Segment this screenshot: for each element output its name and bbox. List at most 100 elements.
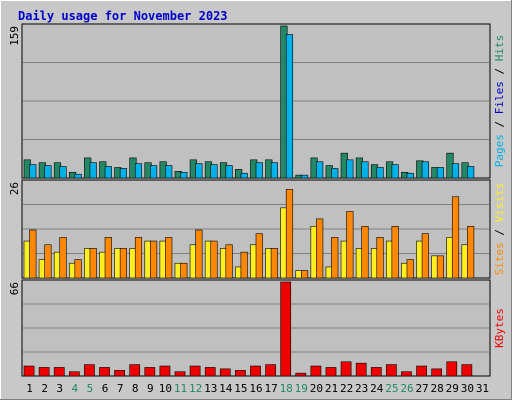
x-tick-label-3: 3 [56, 382, 63, 395]
bar-files-29 [451, 163, 460, 179]
x-tick-label-25: 25 [385, 382, 398, 395]
bar-kbytes-4 [68, 371, 80, 377]
bar-sites-3 [59, 237, 67, 279]
bar-files-12 [195, 163, 203, 179]
legend-separator: / [493, 61, 506, 81]
bar-kbytes-25 [386, 364, 397, 377]
bar-sites-19 [300, 270, 309, 279]
bar-files-11 [180, 171, 188, 179]
bar-sites-21 [331, 237, 339, 279]
bar-sites-28 [436, 255, 445, 279]
legend-sites: Sites [493, 242, 506, 275]
chart-title: Daily usage for November 2023 [18, 9, 228, 23]
x-tick-label-13: 13 [204, 382, 217, 395]
bar-files-21 [331, 168, 339, 179]
bar-kbytes-20 [310, 365, 322, 377]
bar-files-1 [29, 164, 37, 179]
bar-kbytes-1 [23, 365, 35, 377]
x-tick-label-21: 21 [325, 382, 338, 395]
bar-kbytes-6 [99, 367, 110, 377]
bar-kbytes-15 [235, 370, 246, 377]
bar-kbytes-30 [461, 364, 473, 377]
bar-sites-24 [376, 237, 384, 279]
bar-sites-6 [104, 237, 112, 279]
legend-separator: / [493, 114, 506, 134]
x-tick-label-24: 24 [370, 382, 384, 395]
bar-files-28 [436, 167, 445, 179]
bar-kbytes-21 [325, 367, 337, 377]
bar-kbytes-8 [129, 364, 141, 377]
x-tick-label-17: 17 [264, 382, 277, 395]
legend-separator: / [493, 222, 506, 242]
bar-kbytes-2 [38, 367, 50, 377]
bar-sites-29 [451, 196, 460, 279]
bar-kbytes-13 [204, 367, 216, 377]
bar-sites-26 [406, 259, 414, 279]
bar-files-8 [134, 163, 143, 179]
x-tick-label-18: 18 [280, 382, 293, 395]
bar-files-10 [165, 165, 173, 179]
x-tick-label-1: 1 [26, 382, 33, 395]
x-tick-label-2: 2 [41, 382, 48, 395]
bar-kbytes-17 [265, 364, 276, 377]
x-tick-label-27: 27 [415, 382, 428, 395]
bar-sites-11 [180, 262, 188, 279]
bar-files-5 [89, 162, 97, 179]
x-tick-label-30: 30 [461, 382, 474, 395]
bar-files-14 [225, 165, 233, 179]
bar-kbytes-10 [159, 365, 171, 377]
x-tick-label-8: 8 [132, 382, 139, 395]
bar-sites-4 [74, 259, 82, 279]
x-tick-label-10: 10 [159, 382, 172, 395]
bar-kbytes-16 [250, 365, 261, 377]
bar-sites-7 [119, 248, 127, 279]
bar-kbytes-26 [401, 371, 412, 377]
bar-sites-20 [316, 218, 324, 279]
panel-kbytes-legend: KBytes [493, 308, 506, 348]
x-tick-label-26: 26 [400, 382, 413, 395]
x-tick-label-5: 5 [87, 382, 94, 395]
panel-visits-sites-ymax-label: 26 [8, 182, 21, 195]
bar-sites-1 [29, 229, 37, 279]
bar-kbytes-22 [340, 361, 352, 377]
bar-kbytes-11 [174, 371, 186, 377]
bar-kbytes-12 [189, 365, 201, 377]
bar-files-24 [376, 167, 384, 179]
bar-sites-27 [421, 233, 429, 279]
bar-sites-18 [285, 189, 294, 279]
legend-kbytes: KBytes [493, 308, 506, 348]
bar-files-13 [210, 164, 218, 179]
bar-files-3 [59, 166, 67, 179]
bar-files-26 [406, 172, 414, 179]
bar-files-30 [467, 166, 475, 179]
x-tick-label-12: 12 [189, 382, 202, 395]
bar-kbytes-29 [446, 361, 458, 377]
legend-visits: Visits [493, 183, 506, 223]
bar-files-2 [44, 165, 52, 179]
bar-sites-30 [467, 226, 475, 279]
bar-sites-14 [225, 244, 233, 279]
bar-sites-13 [210, 240, 218, 279]
x-tick-label-31: 31 [476, 382, 489, 395]
x-tick-label-23: 23 [355, 382, 368, 395]
bar-files-4 [74, 173, 82, 179]
bar-files-6 [104, 166, 112, 179]
bar-files-16 [255, 162, 263, 179]
bar-kbytes-14 [219, 368, 231, 377]
x-tick-label-22: 22 [340, 382, 353, 395]
panel-visits-sites-legend: Sites / Visits [493, 183, 506, 276]
bar-sites-8 [134, 237, 143, 279]
bar-sites-5 [89, 248, 97, 279]
bar-files-7 [119, 168, 127, 179]
bar-sites-23 [361, 226, 369, 279]
bar-files-17 [270, 162, 278, 179]
x-tick-label-4: 4 [72, 382, 79, 395]
panel-kbytes-ymax-label: 66 [8, 282, 21, 295]
bar-files-19 [300, 174, 309, 179]
x-tick-label-20: 20 [310, 382, 323, 395]
x-tick-label-11: 11 [174, 382, 187, 395]
bar-sites-17 [270, 248, 278, 279]
bar-sites-9 [150, 240, 158, 279]
bar-files-23 [361, 161, 369, 179]
bar-sites-22 [346, 211, 354, 279]
